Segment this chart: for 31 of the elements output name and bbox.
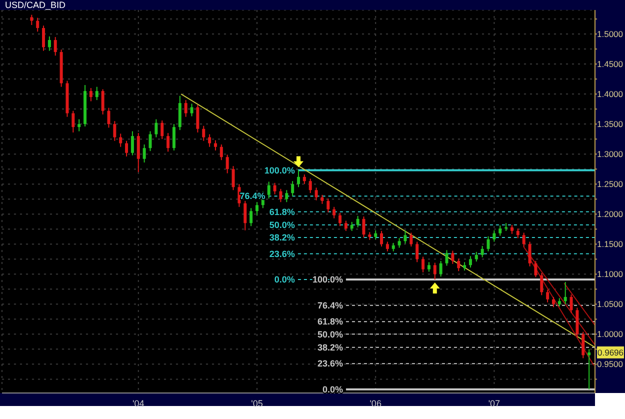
y-tick-label: 1.0000 xyxy=(597,329,624,340)
chart-title: USD/CAD_BID xyxy=(5,0,66,10)
x-tick-label: '07 xyxy=(488,398,500,408)
y-tick-label: 0.9500 xyxy=(597,359,624,370)
annotation: 100.0% xyxy=(312,274,343,285)
y-tick-label: 1.1000 xyxy=(597,269,624,280)
x-tick-label: '05 xyxy=(251,398,263,408)
annotation: 61.8% xyxy=(269,206,295,217)
annotation: 76.4% xyxy=(317,300,343,311)
x-tick-label: '04 xyxy=(132,398,144,408)
annotation: 0.0% xyxy=(274,274,295,285)
x-tick-label: '06 xyxy=(370,398,382,408)
annotation: 100.0% xyxy=(264,165,295,176)
y-tick-label: 1.0500 xyxy=(597,299,624,310)
y-tick-label: 1.5000 xyxy=(597,29,624,40)
annotation: 50.0% xyxy=(269,220,295,230)
y-tick-label: 1.2000 xyxy=(597,209,624,220)
y-tick-label: 1.2500 xyxy=(597,179,624,190)
y-tick-label: 1.4500 xyxy=(597,59,624,70)
annotation: 0.9696 xyxy=(598,347,624,358)
y-tick-label: 1.4000 xyxy=(597,89,624,100)
annotation: 0.0% xyxy=(322,384,343,395)
y-tick-label: 1.3000 xyxy=(597,149,624,160)
annotation: 38.2% xyxy=(269,232,295,243)
annotation: 50.0% xyxy=(317,329,343,340)
annotation: 38.2% xyxy=(317,342,343,353)
annotation: 23.6% xyxy=(317,358,343,369)
y-tick-label: 1.1500 xyxy=(597,239,624,250)
annotation: 23.6% xyxy=(269,248,295,259)
y-tick-label: 1.3500 xyxy=(597,119,624,130)
annotation: 61.8% xyxy=(317,316,343,327)
